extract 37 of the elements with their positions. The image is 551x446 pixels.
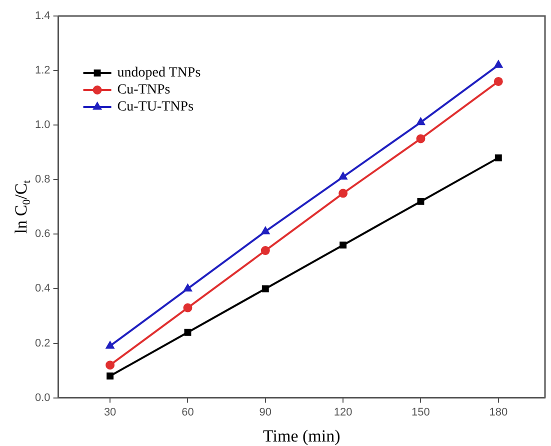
point xyxy=(417,198,424,205)
point xyxy=(184,328,192,336)
x-tick-label: 120 xyxy=(334,406,352,418)
x-axis-title: Time (min) xyxy=(262,426,340,446)
legend-label: Cu-TNPs xyxy=(117,82,170,98)
y-tick-label: 0.2 xyxy=(34,337,50,350)
point xyxy=(262,285,269,292)
point xyxy=(494,154,502,162)
point xyxy=(340,242,347,249)
point xyxy=(416,118,425,126)
point xyxy=(183,303,192,312)
point xyxy=(184,284,192,292)
point xyxy=(339,172,348,180)
x-tick-label: 180 xyxy=(489,406,508,418)
point xyxy=(106,360,115,370)
y-tick-label: 0.6 xyxy=(34,228,50,240)
y-tick-label: 0.4 xyxy=(34,282,50,295)
y-tick-label: 1.0 xyxy=(34,119,50,132)
point xyxy=(106,341,114,349)
y-tick-label: 1.2 xyxy=(34,64,50,77)
point xyxy=(261,226,270,234)
legend-label: undoped TNPs xyxy=(117,66,201,81)
legend-label: Cu-TU-TNPs xyxy=(117,100,194,115)
x-tick-label: 90 xyxy=(259,406,272,418)
point xyxy=(338,188,348,198)
point xyxy=(494,76,503,86)
y-tick-label: 0.8 xyxy=(34,174,50,186)
y-tick-label: 0.0 xyxy=(34,392,50,404)
point xyxy=(106,372,114,380)
y-axis-title: ln C0/Ct xyxy=(11,180,33,234)
point xyxy=(260,246,270,256)
point xyxy=(416,134,426,144)
x-tick-label: 30 xyxy=(104,406,116,418)
y-tick-label: 1.4 xyxy=(34,10,50,22)
x-tick-label: 150 xyxy=(412,406,430,418)
point xyxy=(494,60,502,68)
x-tick-label: 60 xyxy=(182,406,194,418)
